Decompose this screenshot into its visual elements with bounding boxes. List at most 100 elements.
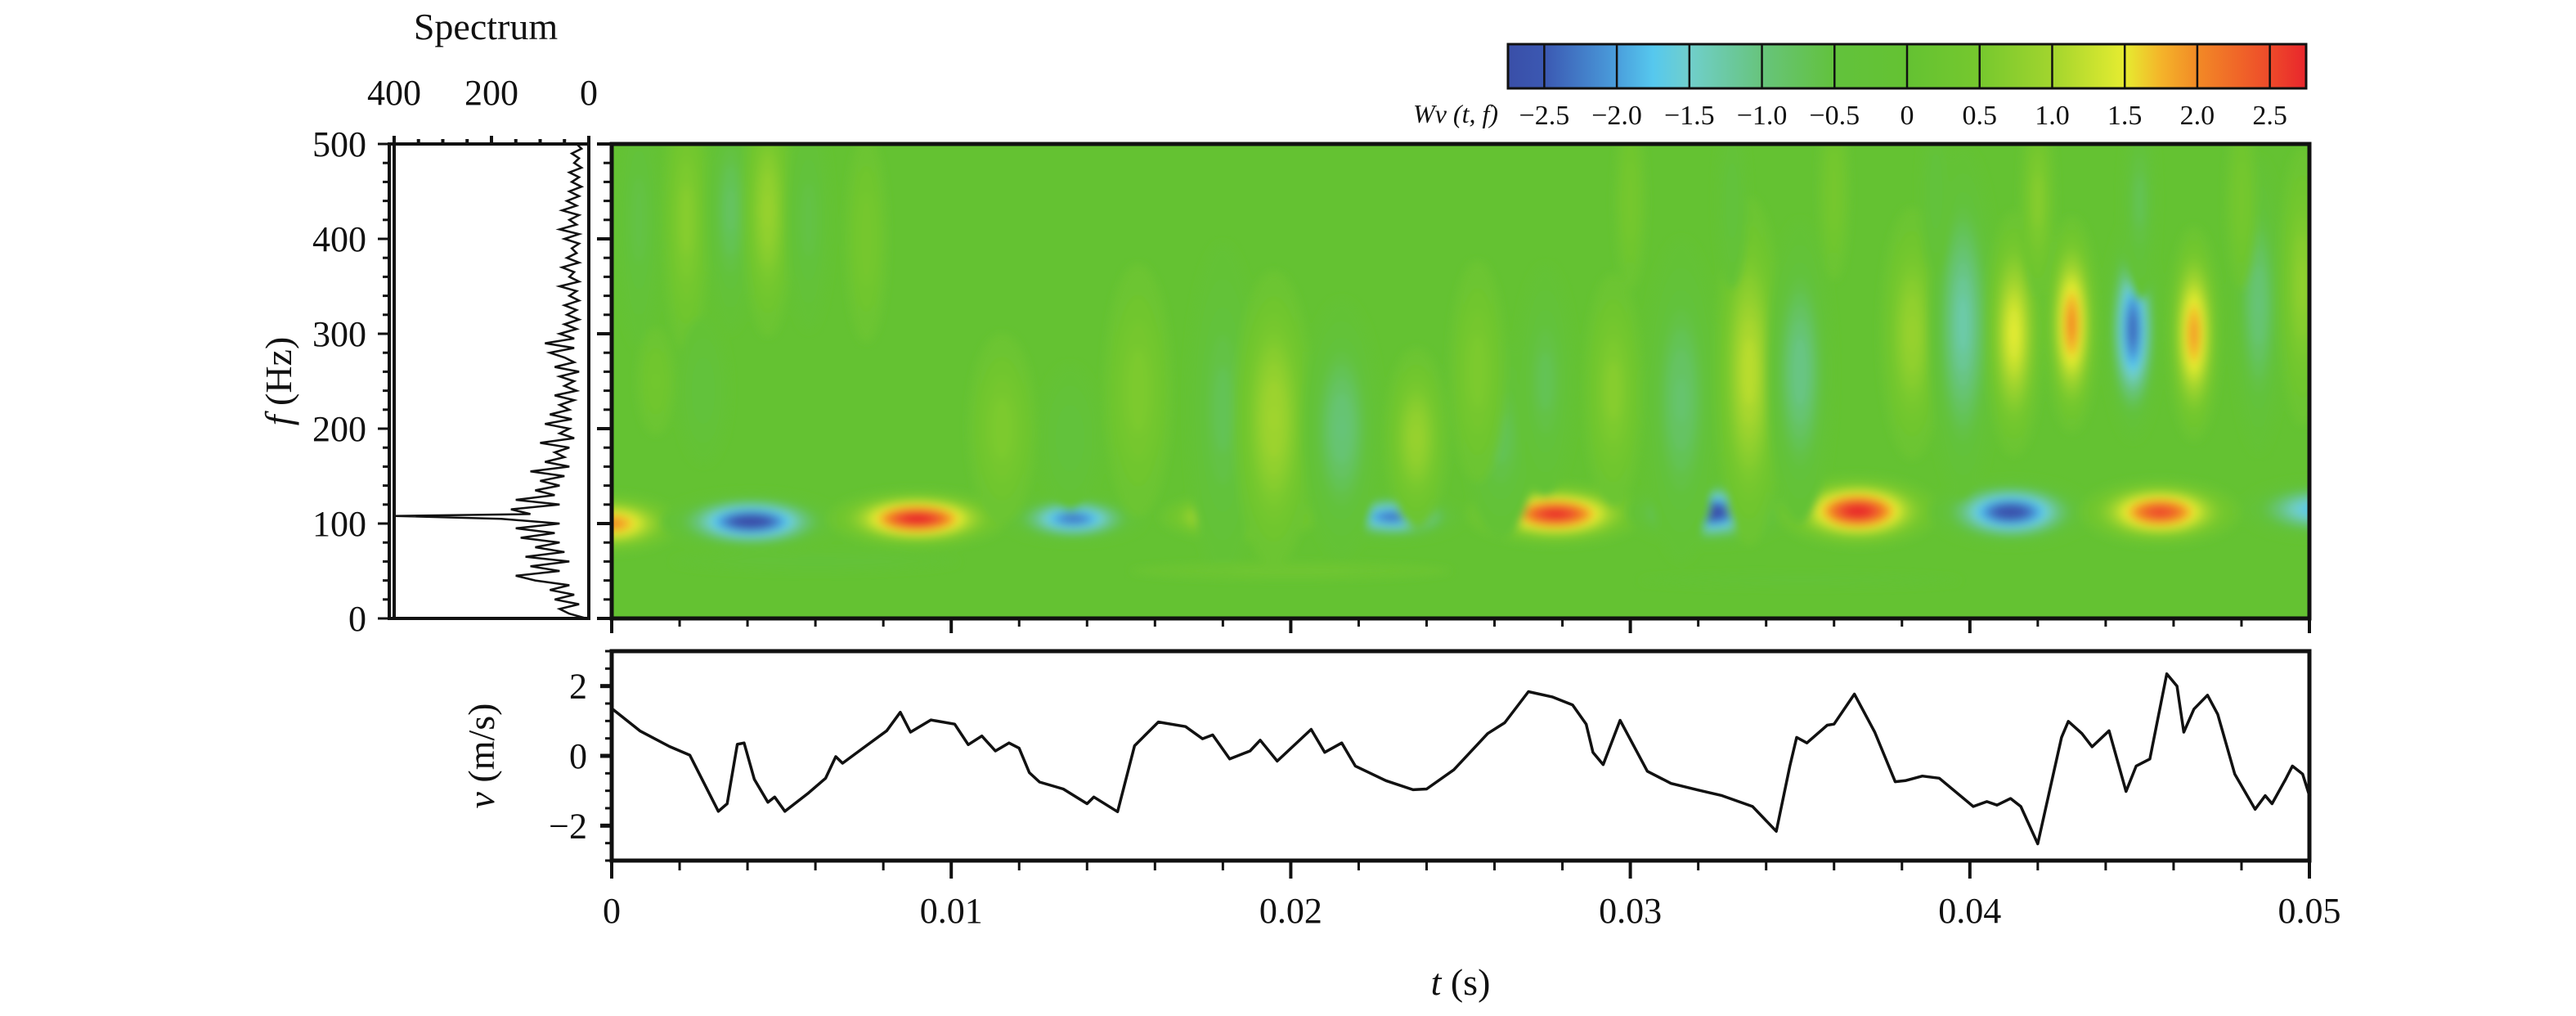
spectrum-title: Spectrum bbox=[414, 6, 559, 47]
contour-level bbox=[1676, 378, 1687, 423]
positive-energy-blob bbox=[845, 144, 888, 342]
positive-energy-blob bbox=[1234, 271, 1314, 568]
heatmap-features bbox=[612, 144, 2309, 587]
contour-level bbox=[631, 176, 647, 263]
negative-energy-blob bbox=[1002, 494, 1145, 544]
contour-level bbox=[1792, 336, 1808, 407]
positive-energy-blob bbox=[967, 334, 1036, 524]
x-tick-label: 0.05 bbox=[2278, 891, 2341, 931]
y-tick-label: 100 bbox=[312, 504, 366, 544]
contour-level bbox=[2297, 258, 2308, 314]
contour-level bbox=[1063, 515, 1084, 523]
y-tick-label: 500 bbox=[312, 124, 366, 164]
contour-level bbox=[792, 560, 839, 564]
negative-energy-blob bbox=[2240, 479, 2309, 539]
positive-energy-blob bbox=[1104, 264, 1173, 518]
contour-level bbox=[747, 520, 755, 523]
colorbar-tick-label: −2.5 bbox=[1519, 101, 1570, 131]
negative-energy-blob bbox=[676, 317, 730, 465]
colorbar-tick-label: 2.0 bbox=[2180, 101, 2215, 131]
spectrum-x-tick-label: 200 bbox=[464, 73, 518, 113]
contour-level bbox=[2069, 313, 2075, 335]
y-axis-label-velocity: v (m/s) bbox=[460, 703, 502, 808]
contour-level bbox=[1271, 408, 1277, 430]
colorbar-tick-label: −0.5 bbox=[1809, 101, 1860, 131]
contour-level bbox=[725, 187, 736, 235]
colorbar-tick-label: 1.5 bbox=[2107, 101, 2143, 131]
contour-level bbox=[1928, 151, 1944, 232]
positive-energy-blob bbox=[2044, 216, 2099, 433]
positive-energy-blob bbox=[2019, 144, 2056, 301]
positive-energy-blob bbox=[1384, 348, 1449, 528]
contour-level bbox=[680, 185, 693, 255]
contour-level bbox=[1742, 338, 1757, 406]
positive-energy-blob bbox=[636, 328, 675, 434]
colorbar-tick-label: 1.0 bbox=[2035, 101, 2070, 131]
negative-energy-blob bbox=[2121, 144, 2158, 301]
negative-energy-blob bbox=[672, 551, 958, 573]
wavelet-heatmap bbox=[612, 144, 2309, 618]
x-tick-label: 0.04 bbox=[1938, 891, 2001, 931]
v-tick-label: 0 bbox=[569, 736, 587, 776]
spectrum-x-tick-label: 400 bbox=[367, 73, 421, 113]
positive-energy-blob bbox=[1714, 197, 1784, 546]
contour-level bbox=[2033, 174, 2043, 227]
x-axis-label-time: t (s) bbox=[1431, 961, 1491, 1003]
negative-energy-blob bbox=[1716, 144, 1748, 290]
contour-level bbox=[2152, 508, 2169, 516]
negative-energy-blob bbox=[1766, 220, 1834, 524]
positive-energy-blob bbox=[1985, 211, 2044, 456]
velocity-series-line bbox=[610, 672, 2311, 846]
negative-energy-blob bbox=[1038, 364, 1102, 512]
v-tick-label: −2 bbox=[549, 806, 587, 846]
positive-energy-blob bbox=[1583, 274, 1644, 508]
contour-level bbox=[913, 517, 921, 520]
contour-level bbox=[2129, 316, 2137, 343]
colorbar-tick-label: −2.0 bbox=[1591, 101, 1642, 131]
colorbar-tick-label: −1.5 bbox=[1664, 101, 1715, 131]
contour-level bbox=[1725, 160, 1739, 241]
contour-level bbox=[1957, 295, 1969, 353]
contour-level bbox=[1467, 334, 1488, 410]
negative-energy-blob bbox=[1515, 264, 1576, 498]
colorbar-tick-label: −1.0 bbox=[1737, 101, 1788, 131]
contour-level bbox=[2011, 322, 2017, 345]
contour-level bbox=[801, 182, 817, 258]
positive-energy-blob bbox=[2225, 144, 2258, 290]
svg-text:f (Hz): f (Hz) bbox=[258, 337, 299, 426]
negative-energy-blob bbox=[616, 144, 662, 347]
negative-energy-blob bbox=[1302, 299, 1382, 559]
contour-level bbox=[2134, 174, 2145, 227]
y-axis-label-frequency: f (Hz) bbox=[258, 337, 299, 426]
contour-level bbox=[1907, 316, 1917, 352]
contour-level bbox=[2234, 160, 2249, 241]
colorbar-tick-label: 0 bbox=[1901, 101, 1914, 131]
spectrum-frame bbox=[388, 142, 590, 620]
positive-energy-blob bbox=[742, 144, 794, 336]
contour-level bbox=[1605, 360, 1622, 421]
positive-energy-blob bbox=[2278, 147, 2309, 425]
positive-energy-blob bbox=[1879, 208, 1945, 460]
contour-level bbox=[856, 191, 877, 286]
y-tick-label: 300 bbox=[312, 314, 366, 354]
x-tick-label: 0.01 bbox=[920, 891, 983, 931]
heatmap-frame bbox=[609, 142, 2312, 621]
positive-energy-blob bbox=[1818, 144, 1851, 280]
contour-level bbox=[1826, 151, 1842, 232]
contour-level bbox=[2299, 503, 2309, 516]
x-tick-label: 0.03 bbox=[1599, 891, 1662, 931]
contour-level bbox=[1411, 425, 1421, 451]
negative-energy-blob bbox=[786, 144, 832, 330]
contour-level bbox=[1228, 567, 1353, 575]
colorbar-tick-label: 0.5 bbox=[1962, 101, 1997, 131]
contour-level bbox=[1339, 419, 1345, 438]
v-tick-label: 2 bbox=[569, 667, 587, 707]
positive-energy-blob bbox=[612, 493, 682, 554]
contour-level bbox=[2256, 294, 2261, 317]
negative-energy-blob bbox=[660, 492, 841, 552]
colorbar-tick-label: 2.5 bbox=[2252, 101, 2287, 131]
contour-level bbox=[1855, 510, 1861, 513]
contour-level bbox=[1383, 513, 1402, 520]
